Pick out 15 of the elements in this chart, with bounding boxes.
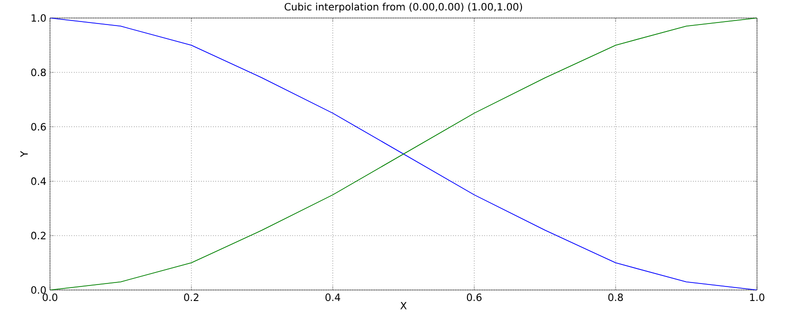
y-tick-label: 0.2 xyxy=(31,232,46,240)
x-tick-label: 0.6 xyxy=(466,294,482,302)
y-tick-label: 0.6 xyxy=(31,123,46,131)
y-axis-title: Y xyxy=(20,150,28,158)
x-axis-title: X xyxy=(400,302,407,310)
x-tick-label: 0.2 xyxy=(184,294,198,302)
x-tick-label: 1.0 xyxy=(750,294,764,302)
y-tick-label: 1.0 xyxy=(32,14,46,22)
x-tick-label: 0.4 xyxy=(326,294,340,302)
y-tick-label: 0.0 xyxy=(31,286,46,294)
y-tick-label: 0.4 xyxy=(31,177,46,185)
chart-title: Cubic interpolation from (0.00,0.00) (1.00,1.00) xyxy=(284,2,522,12)
x-tick-label: 0.8 xyxy=(608,294,623,302)
x-tick-label: 0.0 xyxy=(42,294,58,302)
y-tick-label: 0.8 xyxy=(31,68,46,76)
